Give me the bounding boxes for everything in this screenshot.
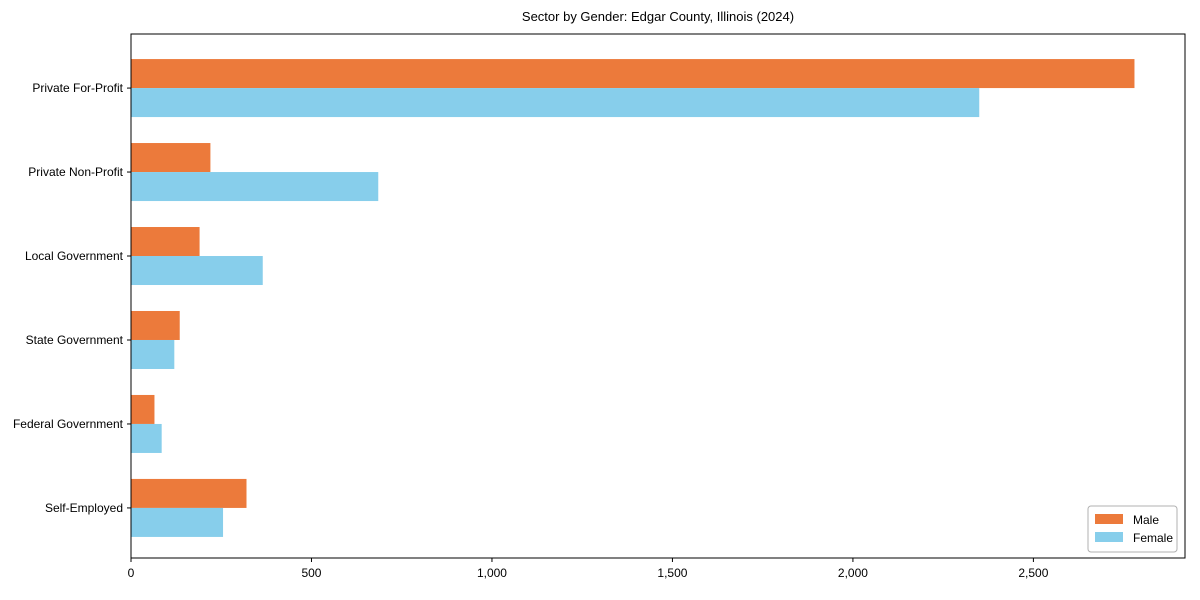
legend-label-female: Female (1133, 531, 1173, 545)
bar-female-local-government (131, 256, 263, 286)
category-label-federal-government: Federal Government (13, 417, 124, 431)
bar-female-private-for-profit (131, 88, 980, 118)
category-label-private-non-profit: Private Non-Profit (28, 165, 123, 179)
bar-male-local-government (131, 227, 200, 257)
x-tick-label-500: 500 (301, 566, 321, 580)
category-label-state-government: State Government (26, 333, 124, 347)
bar-male-state-government (131, 310, 180, 340)
bar-male-private-for-profit (131, 59, 1135, 89)
category-label-local-government: Local Government (25, 249, 124, 263)
bar-male-self-employed (131, 478, 247, 508)
x-tick-label-2000: 2,000 (838, 566, 868, 580)
x-tick-label-1000: 1,000 (477, 566, 507, 580)
category-label-self-employed: Self-Employed (45, 501, 123, 515)
legend-label-male: Male (1133, 513, 1159, 527)
bar-female-federal-government (131, 423, 162, 453)
legend-swatch-male (1095, 514, 1123, 524)
bar-female-self-employed (131, 507, 224, 537)
plot-frame (130, 33, 1186, 559)
category-label-private-for-profit: Private For-Profit (32, 81, 123, 95)
bar-female-state-government (131, 339, 175, 369)
x-tick-label-2500: 2,500 (1018, 566, 1048, 580)
bar-female-private-non-profit (131, 172, 379, 202)
x-tick-label-0: 0 (128, 566, 135, 580)
bar-male-private-non-profit (131, 143, 211, 173)
x-tick-label-1500: 1,500 (657, 566, 687, 580)
chart-title: Sector by Gender: Edgar County, Illinois… (521, 9, 795, 24)
bar-male-federal-government (131, 394, 155, 424)
legend-swatch-female (1095, 532, 1123, 542)
